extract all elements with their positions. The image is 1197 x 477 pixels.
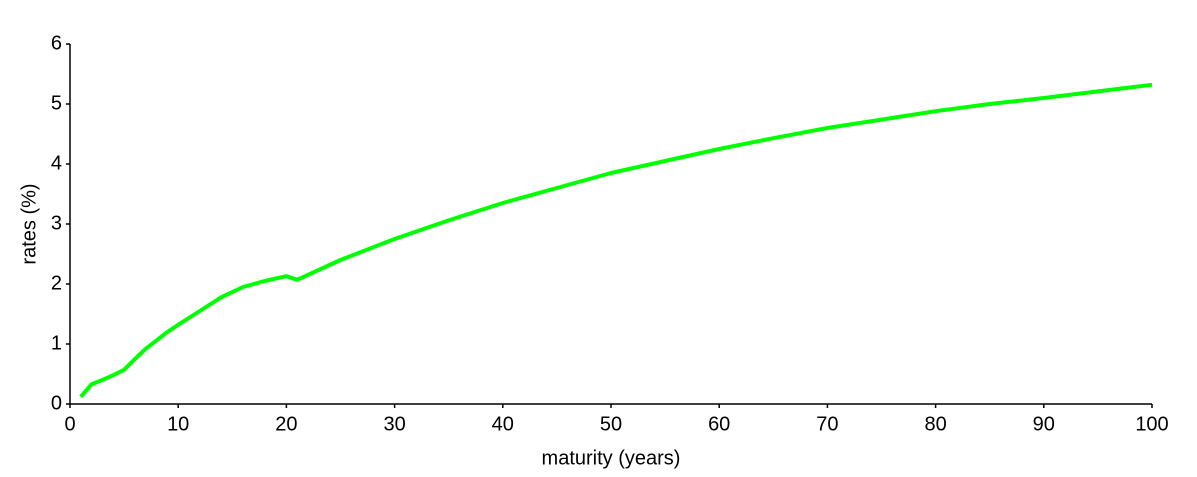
x-tick-label: 50	[600, 413, 622, 435]
x-tick-label: 70	[816, 413, 838, 435]
x-tick-label: 80	[924, 413, 946, 435]
y-tick-label: 1	[51, 332, 62, 354]
y-tick-label: 4	[51, 152, 62, 174]
y-tick-label: 6	[51, 32, 62, 54]
x-tick-label: 60	[708, 413, 730, 435]
x-tick-label: 100	[1135, 413, 1168, 435]
y-tick-label: 0	[51, 392, 62, 414]
data-line	[79, 82, 1153, 399]
x-tick-label: 20	[275, 413, 297, 435]
x-axis-label: maturity (years)	[542, 447, 681, 469]
x-tick-label: 0	[64, 413, 75, 435]
x-tick-label: 40	[492, 413, 514, 435]
y-tick-label: 3	[51, 212, 62, 234]
y-tick-label: 2	[51, 272, 62, 294]
x-tick-label: 30	[383, 413, 405, 435]
x-tick-label: 10	[167, 413, 189, 435]
x-tick-label: 90	[1033, 413, 1055, 435]
y-axis-label: rates (%)	[18, 183, 40, 264]
y-tick-label: 5	[51, 92, 62, 114]
